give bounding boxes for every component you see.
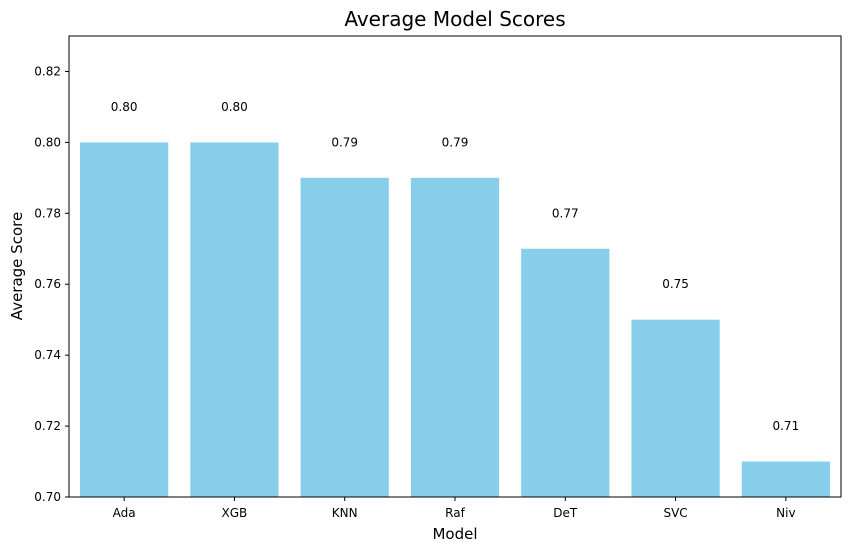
- data-label-raf: 0.79: [442, 135, 469, 149]
- chart-title: Average Model Scores: [344, 7, 565, 31]
- bar-svc: [631, 319, 720, 497]
- data-label-ada: 0.80: [111, 100, 138, 114]
- bar-det: [521, 248, 610, 497]
- bar-xgb: [190, 142, 279, 497]
- y-tick-label-0.80: 0.80: [34, 135, 61, 149]
- x-tick-label-niv: Niv: [776, 506, 795, 520]
- x-axis-label: Model: [432, 525, 477, 543]
- x-tick-label-xgb: XGB: [222, 506, 248, 520]
- bar-knn: [300, 177, 389, 497]
- y-tick-label-0.72: 0.72: [34, 419, 61, 433]
- x-tick-label-det: DeT: [553, 506, 578, 520]
- data-label-xgb: 0.80: [221, 100, 248, 114]
- plot-area: Ada 0.80 XGB 0.80 KNN 0.79 Raf 0.79 DeT 0.77 SVC 0.…: [34, 35, 842, 520]
- y-axis-label: Average Score: [8, 212, 26, 320]
- bar-raf: [410, 177, 500, 497]
- y-tick-label-0.82: 0.82: [34, 64, 61, 78]
- data-label-knn: 0.79: [331, 135, 358, 149]
- x-tick-label-svc: SVC: [663, 506, 687, 520]
- data-label-svc: 0.75: [662, 277, 689, 291]
- y-tick-label-0.78: 0.78: [34, 206, 61, 220]
- x-tick-label-ada: Ada: [113, 506, 136, 520]
- y-tick-label-0.70: 0.70: [34, 490, 61, 504]
- axes-frame: [68, 35, 842, 498]
- data-label-det: 0.77: [552, 206, 579, 220]
- bar-niv: [741, 461, 830, 497]
- x-tick-label-knn: KNN: [332, 506, 358, 520]
- x-tick-label-raf: Raf: [445, 506, 465, 520]
- y-tick-label-0.74: 0.74: [34, 348, 61, 362]
- data-label-niv: 0.71: [772, 419, 799, 433]
- y-tick-label-0.76: 0.76: [34, 277, 61, 291]
- bar-ada: [80, 142, 169, 497]
